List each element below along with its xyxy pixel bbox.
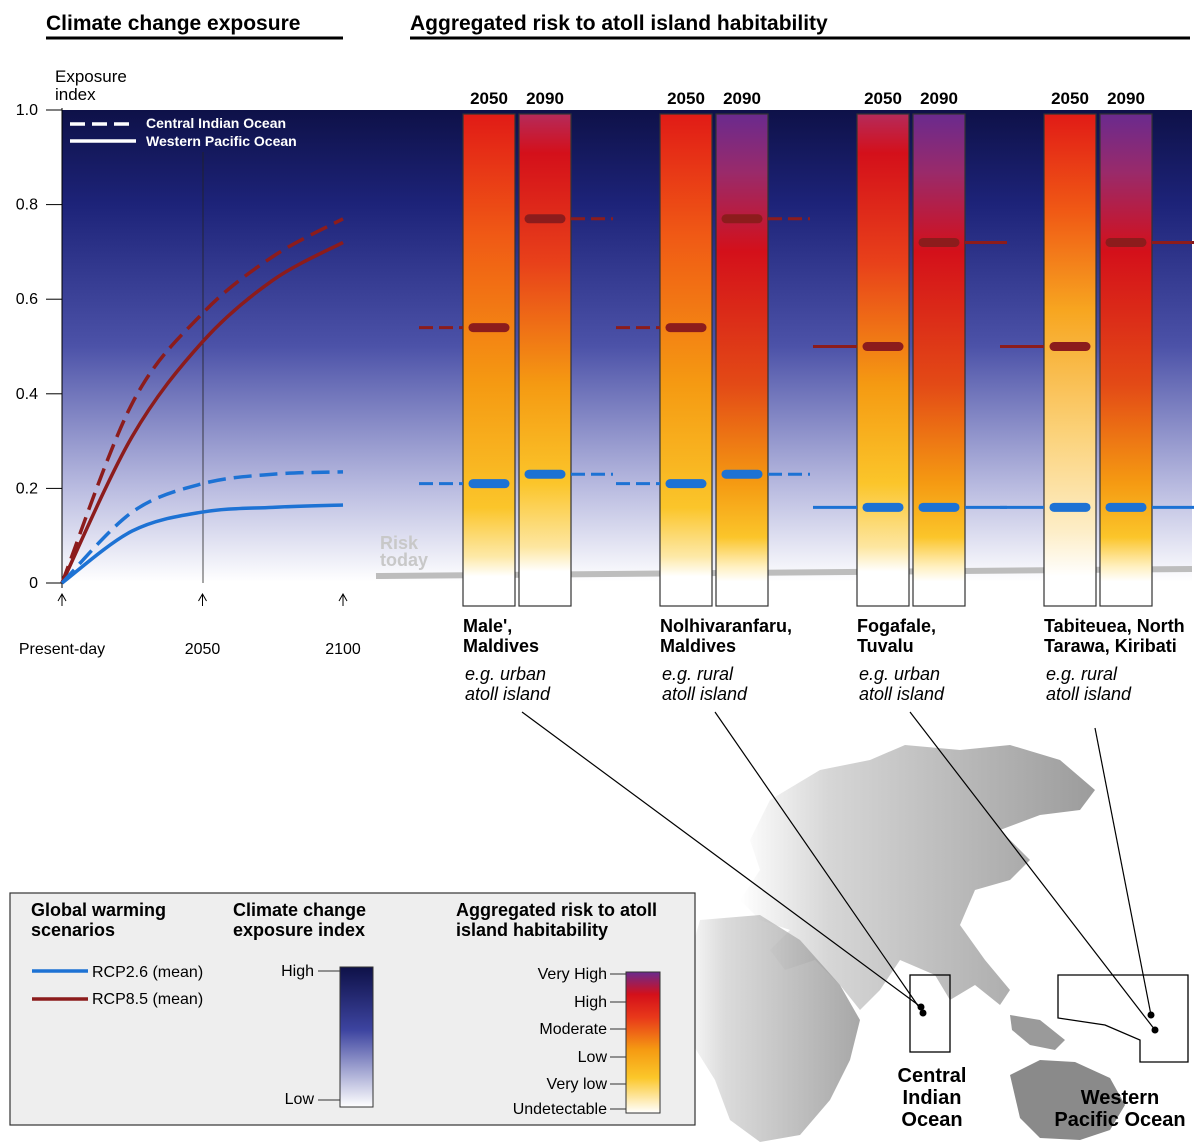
- y-tick-label: 0.4: [16, 386, 38, 403]
- island-example-line1: e.g. urban: [859, 664, 940, 684]
- left-panel-title: Climate change exposure: [46, 12, 300, 35]
- bar-year-label: 2090: [1107, 89, 1145, 108]
- legend-exposure-swatch: [339, 966, 374, 1108]
- risk-today-label-line1: Risk: [380, 533, 419, 553]
- map-label-cio-2: Indian: [903, 1087, 962, 1109]
- risk-bar: [715, 113, 769, 607]
- y-tick-label: 0.2: [16, 480, 38, 497]
- world-map: Central Indian Ocean Western Pacific Oce…: [521, 711, 1189, 1142]
- leader-line-nolhivaranfaru: [714, 711, 924, 1014]
- map-label-wpo-1: Western: [1081, 1087, 1160, 1109]
- exposure-series-line: [60, 503, 344, 585]
- exposure-x-ticks: Present-day 2050 2100: [19, 592, 361, 658]
- risk-bar: [856, 113, 910, 607]
- y-tick-label: 0.6: [16, 291, 38, 308]
- legend-risk-level-label: High: [574, 994, 607, 1011]
- y-tick-label: 0: [29, 575, 38, 592]
- risk-today-label-line2: today: [380, 550, 428, 570]
- map-land-australia: [1010, 1060, 1125, 1140]
- map-label-wpo-2: Pacific Ocean: [1054, 1109, 1185, 1131]
- legend-exposure-title-1: Climate change: [233, 900, 366, 920]
- x-tick-label: 2050: [185, 641, 221, 658]
- legend-exposure-low: Low: [285, 1091, 315, 1108]
- legend-box: Global warming scenarios RCP2.6 (mean) R…: [9, 892, 696, 1126]
- exposure-series-line: [60, 470, 344, 585]
- legend-risk-swatch: [625, 971, 661, 1114]
- bar-year-label: 2090: [920, 89, 958, 108]
- legend-risk-level-label: Undetectable: [513, 1101, 607, 1118]
- legend-risk-title-1: Aggregated risk to atoll: [456, 900, 657, 920]
- legend-risk-levels: Very High High Moderate Low Very low Undetect…: [513, 966, 626, 1118]
- legend-risk-level-label: Low: [578, 1049, 608, 1066]
- x-tick-label: 2100: [325, 641, 361, 658]
- bar-year-label: 2050: [864, 89, 902, 108]
- exposure-series-line: [60, 217, 344, 584]
- island-example-line2: atoll island: [465, 684, 551, 704]
- map-land-africa: [680, 915, 860, 1142]
- island-name-line2: Maldives: [660, 636, 736, 656]
- legend-dashed-label: Central Indian Ocean: [146, 115, 286, 131]
- island-example-line2: atoll island: [859, 684, 945, 704]
- island-example-line2: atoll island: [662, 684, 748, 704]
- risk-bar: [518, 113, 572, 607]
- island-name-line1: Male',: [463, 616, 512, 636]
- exposure-series-line: [60, 240, 344, 584]
- legend-risk-title-2: island habitability: [456, 920, 608, 940]
- risk-bar: [1043, 113, 1097, 607]
- legend-solid-label: Western Pacific Ocean: [146, 133, 297, 149]
- bar-year-label: 2090: [723, 89, 761, 108]
- leader-line-fogafale: [909, 711, 1156, 1031]
- legend-exposure-title-2: exposure index: [233, 920, 365, 940]
- legend-rcp26-label: RCP2.6 (mean): [92, 964, 203, 981]
- island-name-line1: Fogafale,: [857, 616, 936, 636]
- legend-exposure-high: High: [281, 963, 314, 980]
- island-name-line1: Nolhivaranfaru,: [660, 616, 792, 636]
- map-box-central-indian: [909, 974, 951, 1053]
- bar-year-label: 2050: [470, 89, 508, 108]
- island-example-line1: e.g. rural: [662, 664, 734, 684]
- risk-bar: [659, 113, 713, 607]
- risk-bar: [912, 113, 966, 607]
- island-name-line2: Tuvalu: [857, 636, 914, 656]
- exposure-axis: 1.0 0.8 0.6 0.4 0.2 0: [16, 102, 63, 592]
- map-label-cio-3: Ocean: [901, 1109, 962, 1131]
- y-axis-label-line2: index: [55, 85, 96, 104]
- x-tick-label: Present-day: [19, 641, 105, 658]
- y-tick-label: 1.0: [16, 102, 38, 119]
- map-land-europe: [740, 745, 1095, 1010]
- island-example-line2: atoll island: [1046, 684, 1132, 704]
- legend-scenarios-title-1: Global warming: [31, 900, 166, 920]
- risk-bar: [462, 113, 516, 607]
- right-panel-title: Aggregated risk to atoll island habitabi…: [410, 12, 828, 35]
- y-axis-label-line1: Exposure: [55, 67, 127, 86]
- exposure-curves: [60, 217, 344, 585]
- map-label-cio-1: Central: [898, 1065, 967, 1087]
- leader-line-male: [521, 711, 922, 1008]
- island-name-line2: Maldives: [463, 636, 539, 656]
- bar-year-label: 2050: [667, 89, 705, 108]
- bar-year-label: 2050: [1051, 89, 1089, 108]
- island-example-line1: e.g. rural: [1046, 664, 1118, 684]
- legend-risk-level-label: Moderate: [539, 1021, 607, 1038]
- island-example-line1: e.g. urban: [465, 664, 546, 684]
- leader-line-tabiteuea: [1094, 727, 1152, 1016]
- map-land-seasia: [1010, 1015, 1065, 1050]
- y-tick-label: 0.8: [16, 197, 38, 214]
- map-box-western-pacific: [1057, 974, 1189, 1063]
- risk-bar: [1099, 113, 1153, 607]
- legend-risk-level-label: Very High: [538, 966, 607, 983]
- legend-rcp85-label: RCP8.5 (mean): [92, 991, 203, 1008]
- legend-scenarios-title-2: scenarios: [31, 920, 115, 940]
- island-name-line1: Tabiteuea, North: [1044, 616, 1185, 636]
- legend-risk-level-label: Very low: [547, 1076, 608, 1093]
- island-name-line2: Tarawa, Kiribati: [1044, 636, 1177, 656]
- bar-year-label: 2090: [526, 89, 564, 108]
